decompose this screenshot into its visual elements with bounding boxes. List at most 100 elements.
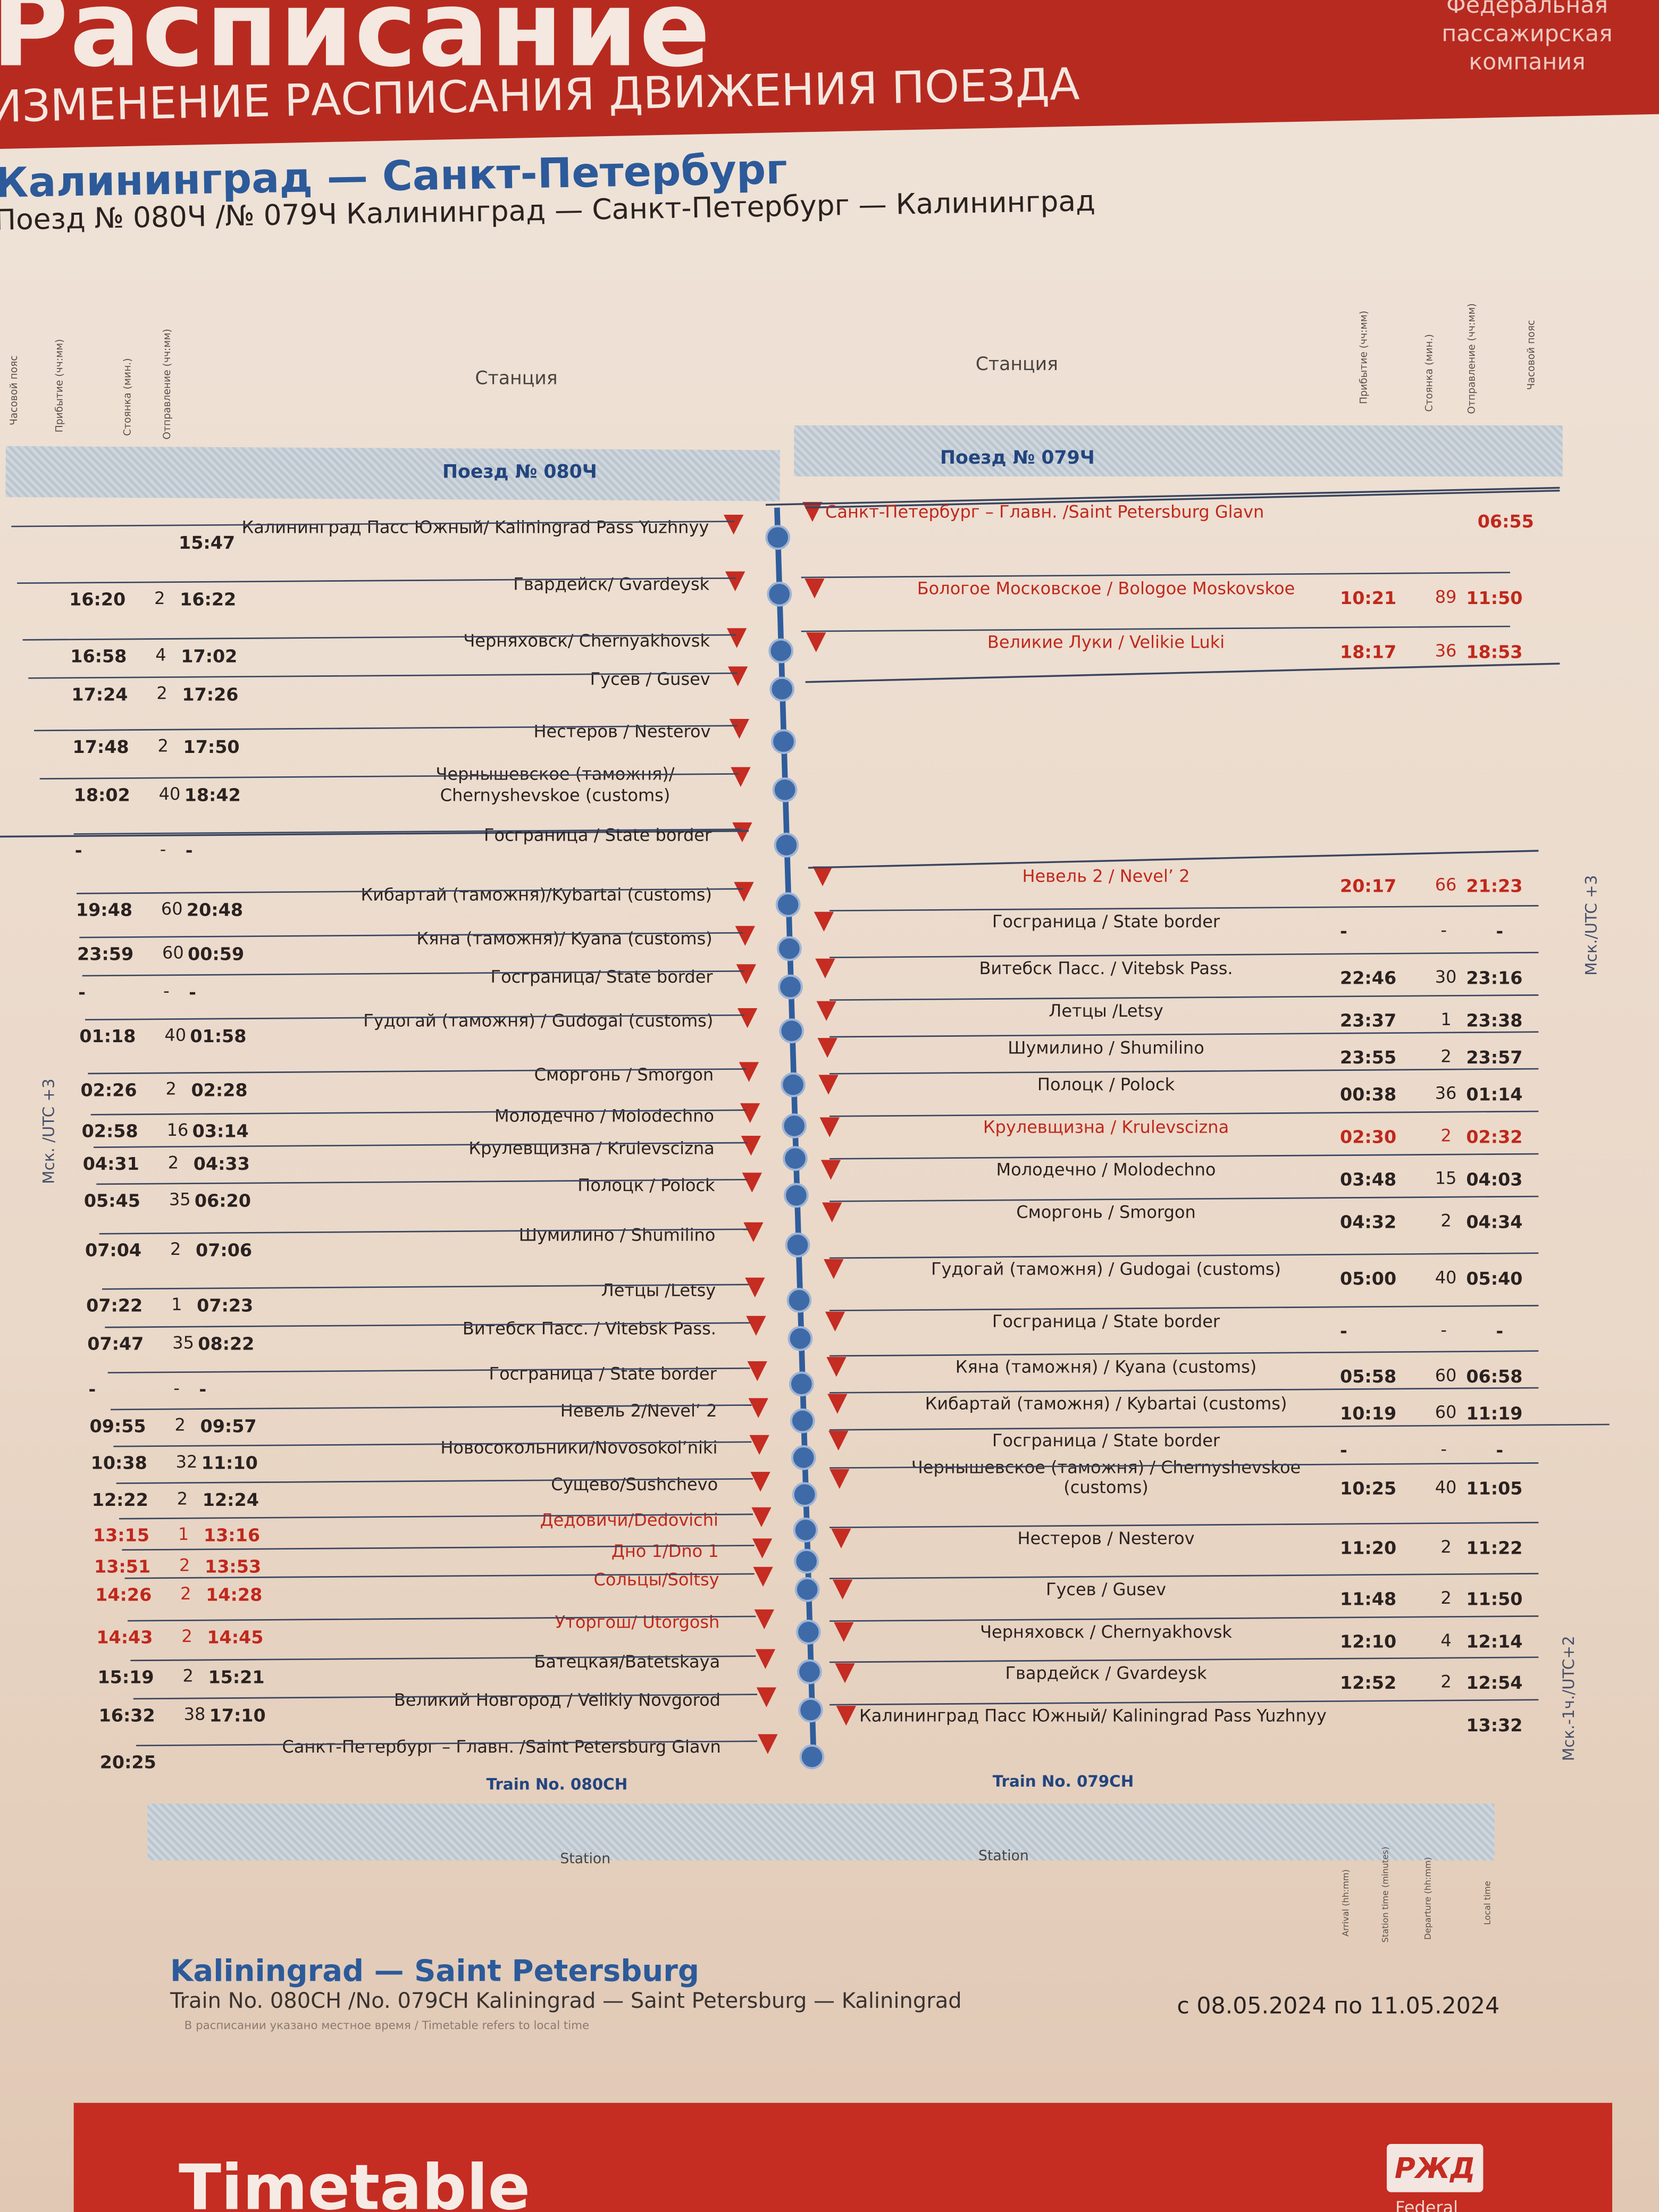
departure-time: 05:40 [1466,1268,1523,1289]
stop-marker-icon [819,1117,840,1137]
arrival-time: 02:26 [80,1079,137,1101]
departure-time: 11:19 [1466,1402,1523,1424]
logo-caption: Federal [1395,2198,1459,2212]
departure-time: 14:28 [206,1583,263,1605]
stop-marker-icon [752,1538,773,1559]
arrival-time: 20:17 [1340,875,1397,896]
departure-time: 09:57 [200,1415,257,1437]
right-row: Санкт-Петербург – Главн. /Saint Petersbu… [823,502,1560,539]
stop-minutes: - [1440,920,1447,941]
station-name: Гусев / Gusev [1045,1579,1167,1600]
right-row: Госграница / State border - - - [823,912,1560,949]
station-name: Черняховск / Chernyakhovsk [980,1622,1232,1643]
stop-marker-icon [725,571,745,592]
stop-marker-icon [816,1001,836,1021]
stop-marker-icon [746,1316,766,1336]
arrival-time: 23:37 [1340,1009,1397,1031]
stop-minutes: 2 [177,1489,188,1509]
station-dot [772,777,798,802]
departure-time: 13:16 [203,1524,261,1546]
departure-time: 12:14 [1466,1630,1523,1652]
col-departure-en: Departure (hh:mm) [1423,1857,1434,1940]
stop-marker-icon [822,1202,842,1222]
station-name: Сольцы/Soltsy [593,1570,719,1590]
stop-minutes: - [163,981,170,1001]
stop-marker-icon [753,1566,773,1587]
stop-marker-icon [727,666,748,686]
arrival-time: - [1340,920,1347,942]
station-name: Летцы /Letsy [1049,1001,1163,1021]
station-name: Шумилино / Shumilino [518,1225,716,1245]
departure-time: 04:03 [1466,1168,1523,1190]
row-divider [805,663,1560,683]
arrival-time: 10:19 [1340,1402,1397,1424]
left-row: 17:48 2 17:50 Нестеров / Nesterov [0,722,794,764]
station-dot [790,1408,815,1434]
station-dot [782,1113,807,1138]
station-name: Кибартай (таможня) / Kybartai (customs) [925,1394,1287,1414]
left-row: 13:15 1 13:16 Дедовичи/Dedovichi [0,1510,794,1553]
stop-minutes: 2 [180,1583,191,1604]
station-dot [774,833,799,858]
stop-marker-icon [805,579,825,599]
stop-minutes: 2 [1440,1046,1452,1067]
left-row: 18:02 40 18:42 Чернышевское (таможня)/ Cher… [0,764,794,812]
stop-minutes: 30 [1435,967,1457,987]
right-row: Великие Луки / Velikie Luki 18:17 36 18:53 [823,632,1560,669]
right-row: Гусев / Gusev 11:48 2 11:50 [823,1580,1560,1616]
station-name: Молодечно / Molodechno [495,1106,714,1126]
station-name: Летцы /Letsy [601,1280,716,1301]
station-name: Витебск Пасс. / Vitebsk Pass. [979,958,1233,979]
station-name: Чернышевское (таможня) / Chernyshevskoe … [911,1457,1301,1498]
stop-marker-icon [741,1136,761,1156]
stop-minutes: 2 [170,1239,181,1260]
stop-minutes: 4 [1440,1630,1452,1651]
right-row: Сморгонь / Smorgon 04:32 2 04:34 [823,1202,1560,1239]
departure-time: 11:22 [1466,1537,1523,1559]
right-row: Бологое Московское / Bologoe Moskovskoe 1… [823,579,1560,615]
arrival-time: 11:20 [1340,1537,1397,1559]
stop-marker-icon [742,1172,762,1193]
departure-time: 11:10 [201,1452,258,1473]
departure-time: 11:05 [1466,1477,1523,1499]
station-name: Гудогай (таможня) / Gudogai (customs) [363,1011,714,1031]
station-name: Госграница / State border [992,1430,1220,1451]
departure-time: - [189,981,197,1003]
arrival-time: - [1340,1439,1347,1461]
left-row: - - - Госграница/ State border [0,967,794,1009]
arrival-time: 07:04 [85,1239,142,1261]
left-row: 17:24 2 17:26 Гусев / Gusev [0,669,794,711]
stop-minutes: - [173,1378,180,1398]
station-dot [799,1744,825,1770]
station-name: Санкт-Петербург – Главн. /Saint Petersbu… [825,502,1264,522]
departure-time: 01:14 [1466,1083,1523,1105]
stop-minutes: - [160,839,166,860]
left-row: - - - Госграница / State border [0,1364,794,1406]
right-row: Витебск Пасс. / Vitebsk Pass. 22:46 30 23:1… [823,959,1560,995]
stop-marker-icon [758,1734,778,1754]
station-name: Невель 2/Nevel’ 2 [560,1401,717,1421]
departure-time: 18:42 [184,784,241,806]
arrival-time: 18:02 [73,784,130,806]
stop-marker-icon [812,866,833,886]
left-row: 07:04 2 07:06 Шумилино / Shumilino [0,1225,794,1268]
departure-time: 17:02 [181,645,238,667]
row-divider [808,850,1539,869]
arrival-time: - [78,981,86,1003]
departure-time: 23:57 [1466,1046,1523,1068]
station-dot [778,974,803,1000]
station-name: Сущево/Sushchevo [551,1474,718,1495]
stop-marker-icon [736,964,756,984]
station-name: Крулевщизна / Krulevscizna [468,1138,715,1159]
station-dot [796,1620,821,1645]
stop-minutes: 2 [167,1153,179,1173]
stop-marker-icon [732,822,752,843]
departure-time: 02:32 [1466,1126,1523,1147]
stop-minutes: 2 [156,683,167,703]
station-name: Батецкая/Batetskaya [534,1652,720,1672]
stop-minutes: 38 [183,1704,206,1724]
right-row: Летцы /Letsy 23:37 1 23:38 [823,1001,1560,1038]
departure-time: 04:33 [193,1153,250,1175]
arrival-time: 07:47 [87,1333,144,1354]
